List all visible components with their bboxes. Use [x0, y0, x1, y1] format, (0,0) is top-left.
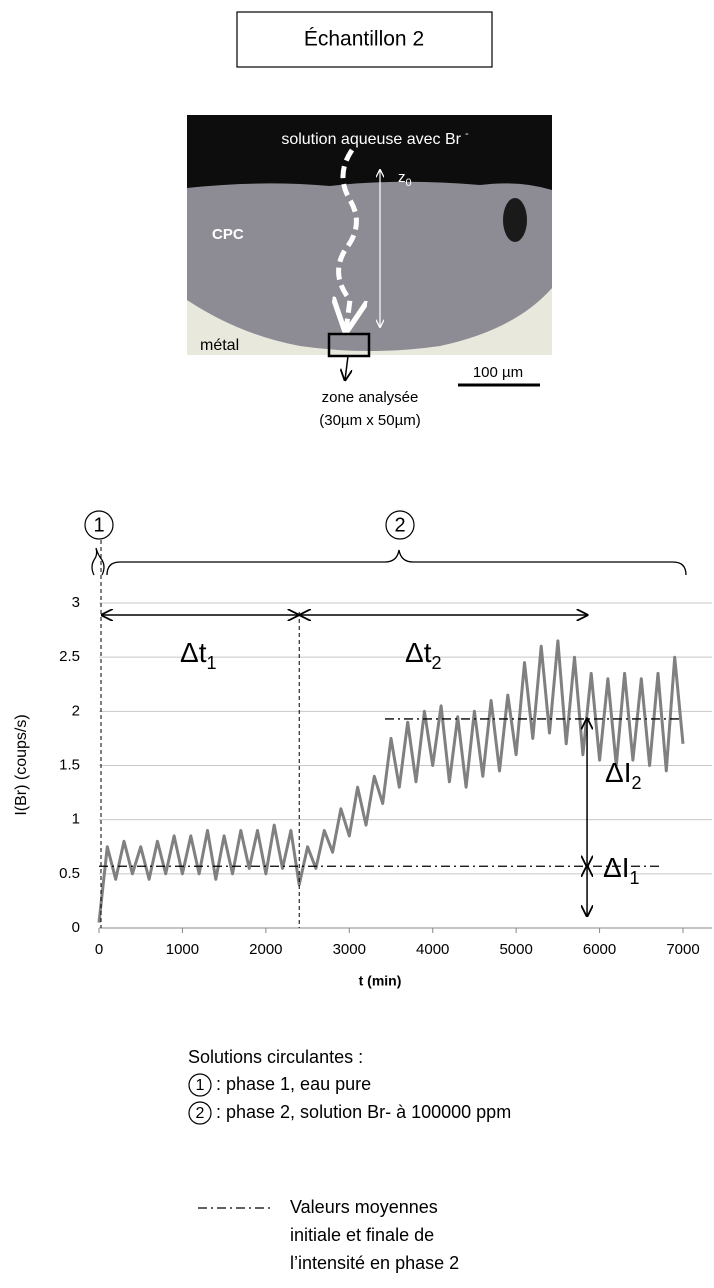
- y-tick-label: 1: [72, 811, 80, 828]
- delta-label: Δt: [405, 637, 432, 668]
- phase-number: 1: [93, 514, 104, 536]
- x-tick-label: 1000: [166, 941, 199, 958]
- dark-spot: [503, 198, 527, 242]
- delta-label: ΔI: [603, 852, 629, 883]
- delta-label: Δt: [180, 637, 207, 668]
- cpc-area: [187, 150, 552, 351]
- phase-number: 2: [394, 514, 405, 536]
- phase-number: 1: [196, 1077, 205, 1094]
- delta-subscript: 1: [206, 653, 216, 673]
- x-tick-label: 4000: [416, 941, 449, 958]
- y-tick-label: 0: [72, 919, 80, 936]
- solution-area: [187, 115, 552, 190]
- y-tick-label: 2.5: [59, 648, 80, 665]
- phase1-brace: [91, 547, 105, 576]
- phase-circle: [188, 1073, 212, 1097]
- delta-subscript: 1: [629, 868, 639, 888]
- photo: solution aqueuse avec Br - z0 CPC métal 1…: [187, 115, 552, 429]
- photo-label: 0: [406, 177, 412, 189]
- delta-label: Δt1: [180, 637, 217, 672]
- title-box: [236, 11, 493, 68]
- data-line: [97, 639, 685, 923]
- legend-mean-text: Valeurs moyennes: [290, 1197, 438, 1217]
- chart: 0 0.5 1 1.5 2 2.5 3 0 1000 2000 3000 4000 5000 6000 70…: [13, 510, 712, 989]
- y-tick-label: 0.5: [59, 865, 80, 882]
- legend-phase: : phase 1, eau pure: [216, 1074, 371, 1094]
- photo-label: z: [398, 169, 406, 186]
- title: Échantillon 2: [304, 28, 424, 51]
- diffusion-path: [339, 148, 357, 330]
- photo-label: métal: [200, 337, 239, 354]
- phase-circle: [84, 510, 114, 540]
- photo-label: solution aqueuse avec Br: [281, 131, 461, 148]
- delta-label: Δt2: [405, 637, 442, 672]
- x-tick-label: 7000: [666, 941, 699, 958]
- analysis-box: [327, 332, 371, 358]
- y-tick-label: 3: [72, 594, 80, 611]
- x-tick-label: 3000: [333, 941, 366, 958]
- delta-subscript: 2: [431, 653, 441, 673]
- x-tick-label: 2000: [249, 941, 282, 958]
- analysis-arrow: [345, 355, 348, 380]
- legend-heading: Solutions circulantes :: [188, 1047, 363, 1067]
- delta-label: ΔI1: [603, 852, 640, 887]
- x-tick-label: 5000: [499, 941, 532, 958]
- phase2-brace: [106, 549, 687, 576]
- y-axis-label: I(Br) (coups/s): [13, 714, 30, 815]
- delta-subscript: 2: [631, 773, 641, 793]
- y-tick-label: 1.5: [59, 756, 80, 773]
- photo-label: zone analysée: [322, 389, 419, 406]
- y-tick-label: 2: [72, 702, 80, 719]
- photo-label: -: [465, 128, 469, 140]
- photo-label: 100 µm: [473, 364, 523, 381]
- delta-label: ΔI2: [605, 757, 642, 792]
- x-tick-label: 0: [95, 941, 103, 958]
- legend-mean-text: l’intensité en phase 2: [290, 1253, 459, 1273]
- x-axis-label: t (min): [359, 973, 402, 989]
- photo-label: CPC: [212, 226, 244, 243]
- x-tick-label: 6000: [583, 941, 616, 958]
- legend-phase: : phase 2, solution Br- à 100000 ppm: [216, 1102, 511, 1122]
- legend: Solutions circulantes : 1 : phase 1, eau …: [188, 1047, 511, 1273]
- legend-mean-text: initiale et finale de: [290, 1225, 434, 1245]
- phase-circle: [188, 1101, 212, 1125]
- photo-label: z0: [398, 169, 412, 189]
- photo-label: solution aqueuse avec Br -: [281, 128, 469, 148]
- delta-label: ΔI: [605, 757, 631, 788]
- photo-label: (30µm x 50µm): [319, 412, 420, 429]
- phase-number: 2: [196, 1105, 205, 1122]
- phase-circle: [385, 510, 415, 540]
